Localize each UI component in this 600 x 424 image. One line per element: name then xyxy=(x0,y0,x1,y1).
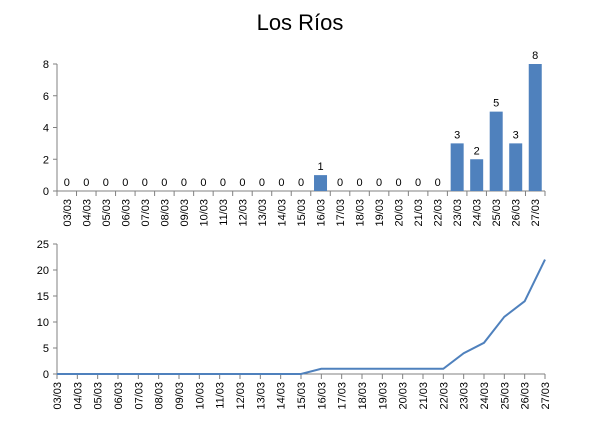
line-x-tick-label: 09/03 xyxy=(174,382,186,410)
line-x-tick-label: 22/03 xyxy=(438,382,450,410)
bar-x-tick-label: 16/03 xyxy=(316,199,328,227)
bar-x-tick-label: 13/03 xyxy=(257,199,269,227)
line-y-tick-label: 20 xyxy=(37,265,49,277)
bar-x-tick-label: 11/03 xyxy=(218,199,230,226)
bar xyxy=(450,143,464,191)
bar-data-label: 0 xyxy=(142,177,148,189)
bar-x-tick-label: 04/03 xyxy=(81,199,93,227)
bar xyxy=(470,159,484,191)
bar-x-tick-label: 21/03 xyxy=(413,199,425,227)
line-x-tick-label: 03/03 xyxy=(52,382,64,410)
bar-y-tick-label: 6 xyxy=(43,91,49,103)
bar xyxy=(509,143,523,191)
bar-data-label: 0 xyxy=(200,177,206,189)
bar-x-tick-label: 03/03 xyxy=(62,199,74,227)
line-chart: 0 5 10 15 20 25 03/03 04/03 05/03 06/03 07/03 08/03… xyxy=(37,239,552,410)
bar-data-label: 8 xyxy=(532,50,538,62)
line-x-tick-label: 19/03 xyxy=(377,382,389,410)
bar-data-label: 0 xyxy=(356,177,362,189)
bar-x-tick-label: 08/03 xyxy=(159,199,171,227)
line-x-tick-label: 27/03 xyxy=(540,382,552,410)
bar-data-label: 0 xyxy=(278,177,284,189)
bar-data-label: 3 xyxy=(454,129,460,141)
chart-title: Los Ríos xyxy=(256,10,344,35)
line-x-tick-label: 05/03 xyxy=(93,382,105,410)
line-y-tick-label: 15 xyxy=(37,291,49,303)
line-x-tick-label: 10/03 xyxy=(194,382,206,410)
bar-x-tick-label: 10/03 xyxy=(198,199,210,227)
bar-x-tick-label: 12/03 xyxy=(237,199,249,227)
bar-data-label: 0 xyxy=(415,177,421,189)
line-x-tick-label: 11/03 xyxy=(215,382,227,409)
bar-data-label: 0 xyxy=(220,177,226,189)
bar-data-label: 2 xyxy=(474,145,480,157)
bar-data-label: 0 xyxy=(239,177,245,189)
bar-y-tick-label: 2 xyxy=(43,154,49,166)
line-x-tick-label: 17/03 xyxy=(337,382,349,410)
bar-data-label: 3 xyxy=(513,129,519,141)
bar-x-tick-label: 25/03 xyxy=(491,199,503,227)
bar-data-label: 0 xyxy=(103,177,109,189)
bar-x-tick-label: 05/03 xyxy=(101,199,113,227)
bar-y-tick-label: 4 xyxy=(43,123,49,135)
bar-x-tick-label: 20/03 xyxy=(394,199,406,227)
bar-x-tick-label: 06/03 xyxy=(120,199,132,227)
bar-data-label: 0 xyxy=(376,177,382,189)
line-x-tick-label: 14/03 xyxy=(276,382,288,410)
line-x-tick-label: 13/03 xyxy=(255,382,267,410)
line-y-tick-label: 10 xyxy=(37,317,49,329)
line-x-tick-label: 07/03 xyxy=(133,382,145,410)
line-x-tick-label: 18/03 xyxy=(357,382,369,410)
bar-y-tick-label: 8 xyxy=(43,59,49,71)
line-x-tick-label: 26/03 xyxy=(520,382,532,410)
line-x-tick-label: 04/03 xyxy=(72,382,84,410)
bar-data-label: 0 xyxy=(396,177,402,189)
line-y-tick-label: 5 xyxy=(43,343,49,355)
bar-data-label: 0 xyxy=(64,177,70,189)
bar-data-label: 0 xyxy=(259,177,265,189)
line-x-tick-label: 21/03 xyxy=(418,382,430,410)
bar-data-label: 0 xyxy=(161,177,167,189)
bar-data-label: 0 xyxy=(122,177,128,189)
bar-x-tick-label: 18/03 xyxy=(355,199,367,227)
line-x-tick-label: 23/03 xyxy=(459,382,471,410)
bar-x-tick-label: 19/03 xyxy=(374,199,386,227)
bar-x-tick-label: 14/03 xyxy=(276,199,288,227)
bar-data-label: 0 xyxy=(298,177,304,189)
line-x-tick-label: 16/03 xyxy=(316,382,328,410)
bar xyxy=(489,111,503,191)
bar-x-tick-label: 07/03 xyxy=(140,199,152,227)
bar-data-label: 0 xyxy=(435,177,441,189)
bar-x-tick-label: 22/03 xyxy=(433,199,445,227)
cumulative-series-line xyxy=(57,259,546,375)
line-x-tick-label: 06/03 xyxy=(113,382,125,410)
bar xyxy=(314,175,328,191)
bar xyxy=(528,64,542,191)
line-y-tick-label: 25 xyxy=(37,239,49,251)
line-x-tick-label: 12/03 xyxy=(235,382,247,410)
bar-data-label: 0 xyxy=(337,177,343,189)
line-y-tick-label: 0 xyxy=(43,369,49,381)
line-x-tick-label: 24/03 xyxy=(479,382,491,410)
line-x-tick-label: 08/03 xyxy=(154,382,166,410)
bar-y-tick-label: 0 xyxy=(43,186,49,198)
bar-x-tick-label: 23/03 xyxy=(452,199,464,227)
bar-x-tick-label: 09/03 xyxy=(179,199,191,227)
bar-x-tick-label: 17/03 xyxy=(335,199,347,227)
bar-data-label: 5 xyxy=(493,98,499,110)
line-x-tick-label: 15/03 xyxy=(296,382,308,410)
bar-data-label: 1 xyxy=(317,161,323,173)
bar-x-tick-label: 15/03 xyxy=(296,199,308,227)
line-x-tick-label: 20/03 xyxy=(398,382,410,410)
bar-chart: 0 2 4 6 8 0 03/03 0 04/03 0 05/03 0 06/03 0 07/03 0 08/0… xyxy=(43,50,546,227)
bar-x-tick-label: 26/03 xyxy=(511,199,523,227)
bar-data-label: 0 xyxy=(181,177,187,189)
line-x-tick-label: 25/03 xyxy=(499,382,511,410)
bar-x-tick-label: 24/03 xyxy=(472,199,484,227)
bar-x-tick-label: 27/03 xyxy=(530,199,542,227)
bar-data-label: 0 xyxy=(83,177,89,189)
